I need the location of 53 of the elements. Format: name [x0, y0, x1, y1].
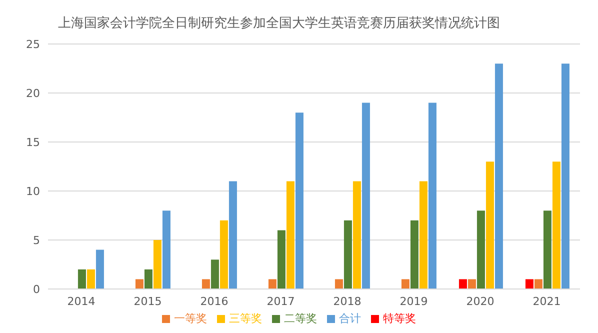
bar	[552, 162, 560, 289]
bar	[561, 64, 570, 289]
bar	[295, 112, 304, 289]
bar	[153, 240, 162, 289]
legend-label: 三等奖	[229, 312, 262, 325]
bar	[486, 162, 494, 289]
bar	[352, 181, 361, 289]
chart-title: 上海国家会计学院全日制研究生参加全国大学生英语竞赛历届获奖情况统计图	[57, 15, 501, 33]
legend-label: 特等奖	[383, 312, 416, 325]
x-tick-label: 2016	[200, 294, 228, 308]
bar	[494, 64, 503, 289]
y-tick-label: 5	[33, 234, 40, 247]
y-tick-label: 25	[26, 38, 40, 51]
bar	[362, 102, 370, 289]
bar	[401, 279, 410, 289]
bar	[210, 260, 219, 289]
bar	[78, 269, 86, 289]
y-tick-label: 0	[33, 282, 40, 296]
bar	[534, 279, 542, 289]
y-tick-label: 20	[26, 86, 40, 100]
y-tick-label: 15	[26, 136, 40, 149]
x-tick-label: 2019	[400, 294, 428, 308]
bar	[543, 210, 552, 289]
x-tick-label: 2018	[333, 294, 362, 308]
bar	[458, 279, 467, 289]
y-tick-label: 10	[26, 184, 40, 198]
bar	[344, 220, 352, 289]
bar	[428, 102, 436, 289]
bar	[468, 279, 476, 289]
bar	[476, 210, 485, 289]
bar	[162, 210, 170, 289]
bar	[220, 220, 228, 289]
bar	[268, 279, 276, 289]
bar	[334, 279, 343, 289]
bar	[144, 269, 152, 289]
bar	[135, 279, 144, 289]
bar	[277, 230, 286, 289]
x-tick-label: 2014	[67, 294, 96, 308]
x-tick-label: 2017	[266, 294, 295, 308]
legend-label: 一等奖	[174, 312, 207, 325]
bar	[410, 220, 418, 289]
x-tick-label: 2021	[532, 294, 561, 308]
legend-label: 二等奖	[284, 312, 317, 325]
bar	[286, 181, 294, 289]
bar	[96, 250, 104, 289]
x-tick-label: 2020	[466, 294, 494, 308]
bar	[419, 181, 428, 289]
bar	[228, 181, 237, 289]
x-tick-label: 2015	[134, 294, 162, 308]
legend-label: 合计	[339, 312, 361, 325]
bar	[525, 279, 534, 289]
bar	[86, 269, 95, 289]
bar	[202, 279, 210, 289]
